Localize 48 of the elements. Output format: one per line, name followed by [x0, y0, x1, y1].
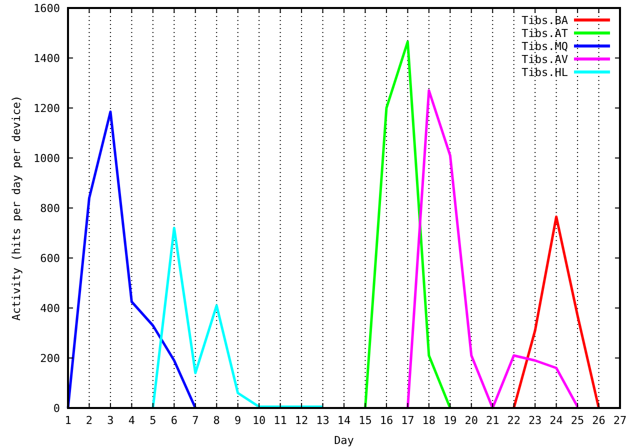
- x-axis-title: Day: [334, 434, 354, 447]
- x-tick-label: 18: [422, 414, 436, 427]
- x-tick-label: 9: [234, 414, 242, 427]
- x-tick-label: 16: [380, 414, 394, 427]
- x-tick-label: 1: [64, 414, 72, 427]
- y-tick-label: 1200: [34, 102, 60, 115]
- x-tick-label: 24: [550, 414, 564, 427]
- y-axis-title: Activity (hits per day per device): [10, 95, 23, 321]
- x-tick-label: 14: [337, 414, 351, 427]
- x-tick-label: 6: [170, 414, 178, 427]
- x-tick-label: 26: [592, 414, 606, 427]
- y-tick-label: 800: [40, 202, 60, 215]
- line-series: [152, 226, 324, 410]
- legend-label: Tibs.MQ: [522, 40, 568, 53]
- y-tick-label: 1400: [34, 52, 60, 65]
- y-tick-label: 1000: [34, 152, 60, 165]
- x-tick-label: 15: [358, 414, 372, 427]
- line-series: [406, 89, 579, 410]
- legend-label: Tibs.AV: [522, 53, 568, 66]
- x-tick-label: 20: [464, 414, 478, 427]
- x-tick-label: 25: [570, 414, 584, 427]
- x-tick-label: 27: [613, 414, 627, 427]
- x-tick-label: 4: [128, 414, 136, 427]
- legend-label: Tibs.AT: [522, 27, 568, 40]
- x-tick-label: 22: [507, 414, 520, 427]
- x-tick-label: 10: [252, 414, 266, 427]
- x-tick-label: 11: [274, 414, 287, 427]
- y-tick-label: 600: [40, 252, 60, 265]
- x-tick-label: 2: [86, 414, 93, 427]
- line-series: [364, 40, 452, 410]
- x-tick-label: 21: [486, 414, 500, 427]
- legend-label: Tibs.HL: [522, 66, 568, 79]
- y-tick-label: 1600: [34, 2, 60, 15]
- x-tick-label: 7: [192, 414, 199, 427]
- legend-label: Tibs.BA: [522, 14, 568, 27]
- y-tick-label: 0: [53, 402, 60, 415]
- x-tick-label: 3: [107, 414, 114, 427]
- y-tick-label: 200: [40, 352, 60, 365]
- x-tick-label: 8: [213, 414, 220, 427]
- x-tick-label: 12: [294, 414, 308, 427]
- x-tick-label: 17: [401, 414, 414, 427]
- x-tick-label: 19: [444, 414, 457, 427]
- line-series: [66, 110, 197, 410]
- x-tick-label: 5: [150, 414, 156, 427]
- x-tick-label: 23: [528, 414, 542, 427]
- y-tick-label: 400: [40, 302, 60, 315]
- x-tick-label: 13: [316, 414, 330, 427]
- line-series: [512, 216, 600, 410]
